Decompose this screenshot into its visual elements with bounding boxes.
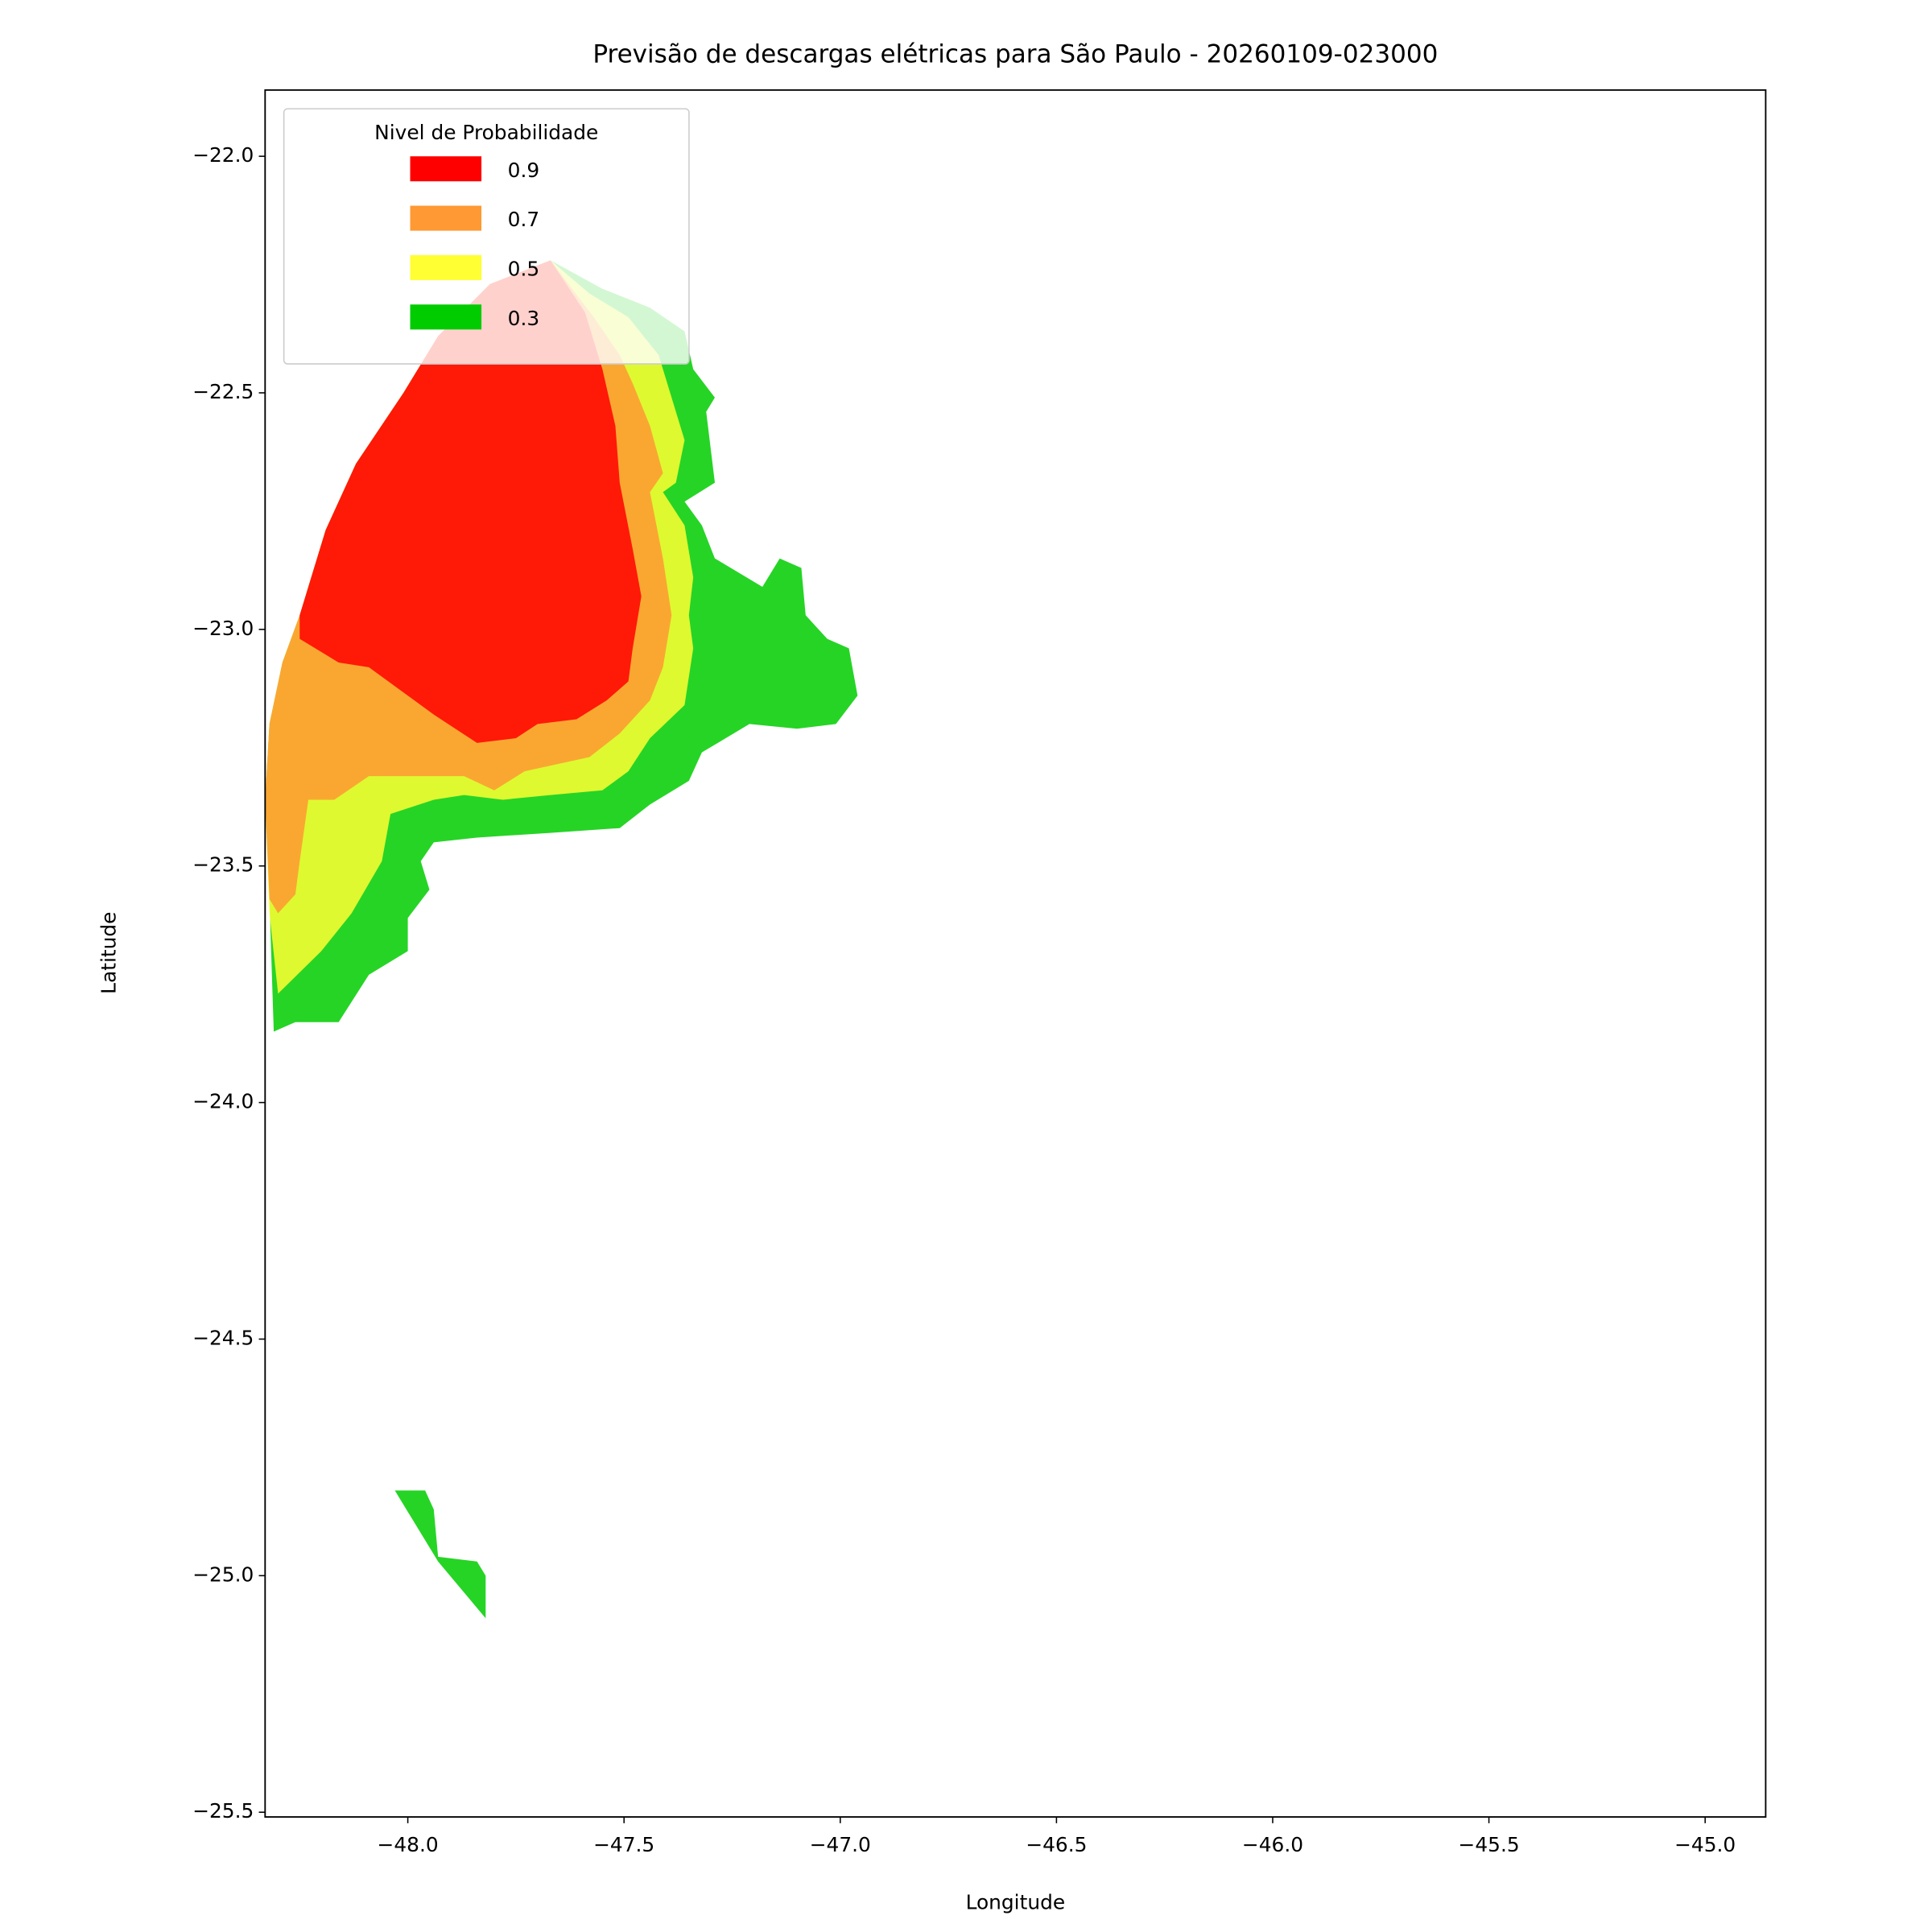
y-tick-label: −24.5 — [192, 1326, 254, 1349]
y-tick-label: −25.0 — [192, 1563, 254, 1586]
x-tick-label: −46.0 — [1242, 1833, 1303, 1856]
x-tick-label: −45.5 — [1459, 1833, 1520, 1856]
legend-swatch — [410, 205, 482, 231]
x-tick-label: −47.5 — [593, 1833, 654, 1856]
legend-label: 0.9 — [508, 159, 540, 182]
legend-swatch — [410, 304, 482, 330]
contour-region — [394, 1490, 486, 1619]
y-tick-label: −25.5 — [192, 1799, 254, 1823]
legend-label: 0.3 — [508, 307, 540, 330]
y-tick-label: −23.0 — [192, 617, 254, 640]
plot-frame — [264, 89, 1767, 1818]
legend-swatch — [410, 254, 482, 280]
y-tick-label: −22.0 — [192, 143, 254, 167]
y-tick-label: −22.5 — [192, 380, 254, 403]
y-tick-label: −23.5 — [192, 853, 254, 877]
legend-box — [283, 108, 690, 365]
x-axis-label: Longitude — [966, 1890, 1066, 1913]
chart-title: Previsão de descargas elétricas para São… — [592, 39, 1438, 68]
legend-label: 0.5 — [508, 258, 540, 281]
contour-region — [299, 260, 642, 743]
legend-title: Nivel de Probabilidade — [374, 121, 598, 144]
y-tick-label: −24.0 — [192, 1090, 254, 1113]
y-axis-label: Latitude — [97, 912, 121, 994]
legend-label: 0.7 — [508, 208, 540, 231]
x-tick-label: −48.0 — [378, 1833, 439, 1856]
x-tick-label: −45.0 — [1674, 1833, 1736, 1856]
legend-swatch — [410, 156, 482, 182]
x-tick-label: −46.5 — [1026, 1833, 1087, 1856]
x-tick-label: −47.0 — [810, 1833, 871, 1856]
